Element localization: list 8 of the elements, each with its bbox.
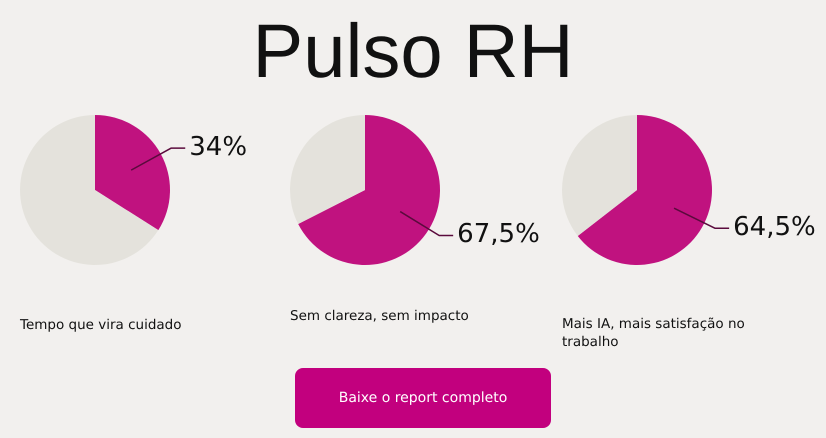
data-label: 67,5% (457, 219, 540, 250)
text: Tempo que vira cuidado (20, 316, 183, 334)
text: Baixe o report completo (295, 368, 551, 428)
data-label: 64,5% (733, 212, 816, 242)
text: Pulso RH (252, 8, 574, 95)
data-label: 34% (189, 132, 248, 162)
text: Sem clareza, sem impacto (290, 307, 470, 325)
text: Mais IA, mais satisfação no trabalho (562, 315, 746, 351)
